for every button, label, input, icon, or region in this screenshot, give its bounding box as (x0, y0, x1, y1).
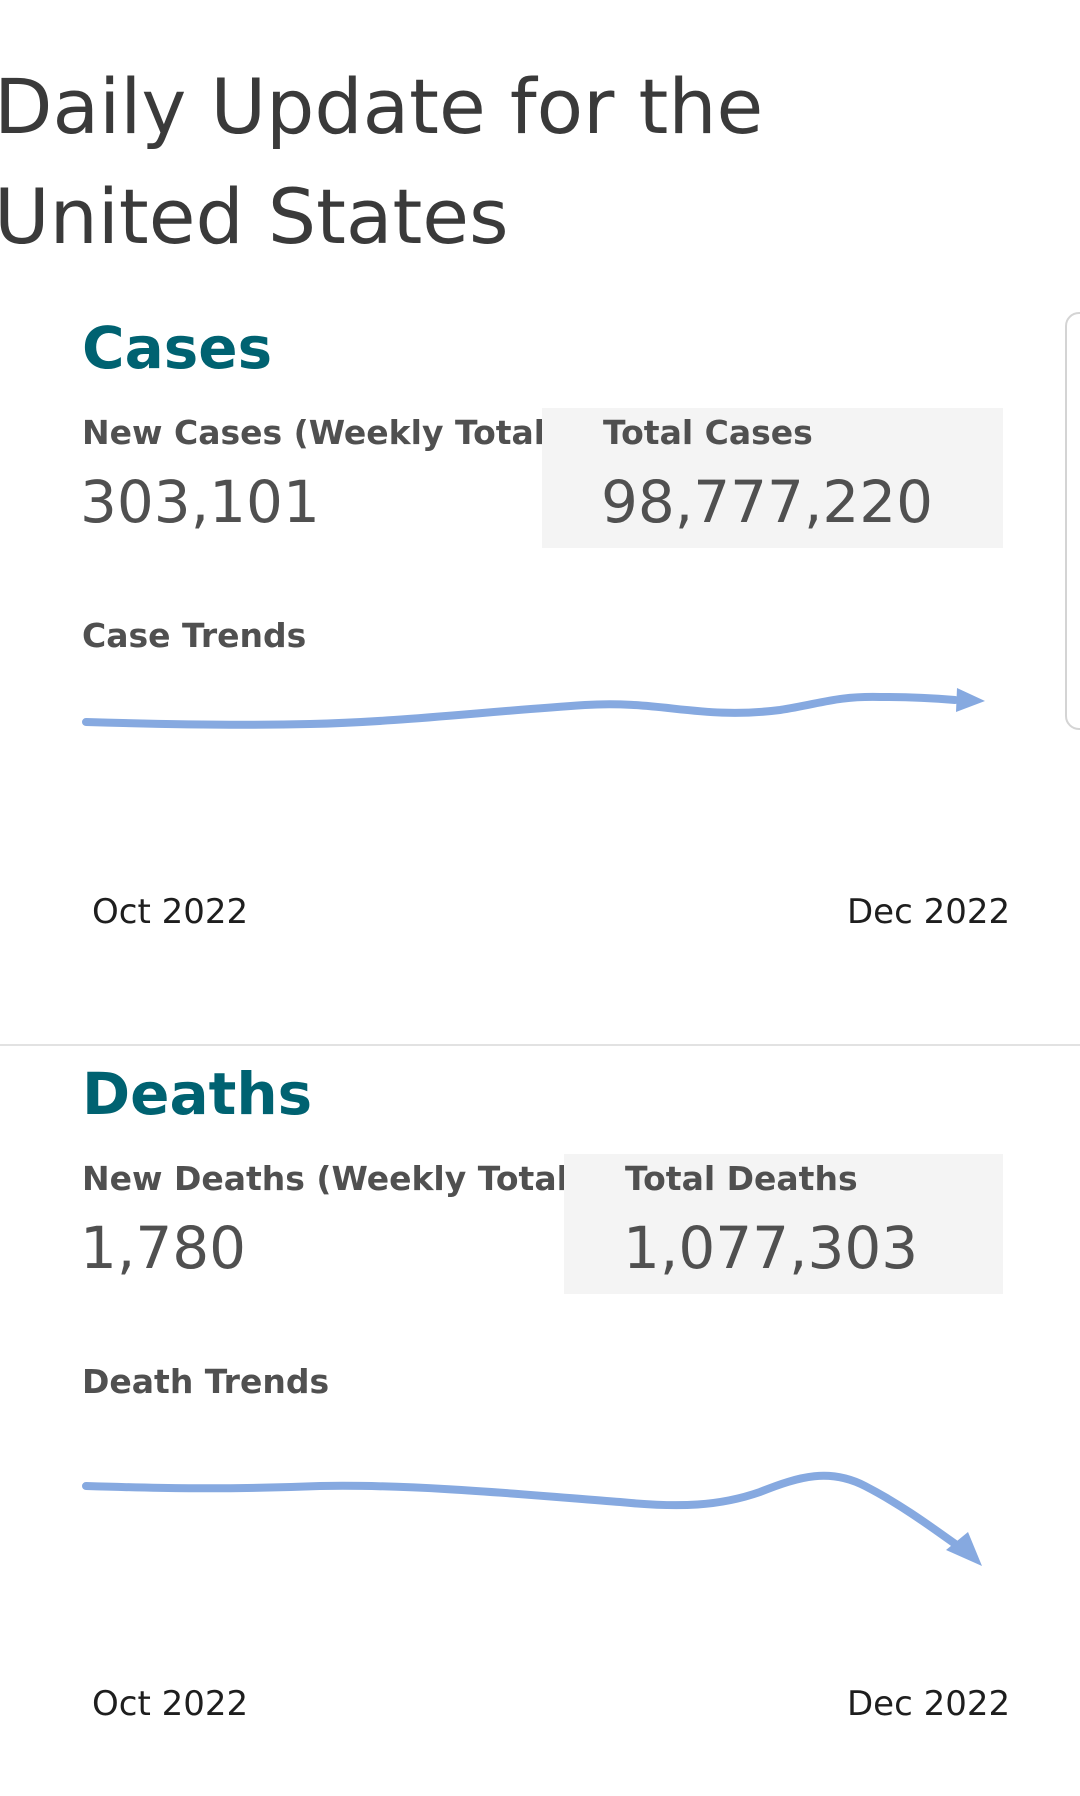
new-deaths-label: New Deaths (Weekly Total) (82, 1159, 583, 1198)
cases-section: Cases New Cases (Weekly Total) 303,101 T… (0, 300, 1080, 1042)
death-trend-line (82, 1471, 962, 1550)
total-cases-value: 98,777,220 (601, 468, 934, 536)
page-title: Daily Update for the United States (0, 62, 764, 261)
case-axis-start: Oct 2022 (92, 892, 249, 932)
case-trends-title: Case Trends (82, 616, 307, 655)
death-axis-start: Oct 2022 (92, 1684, 249, 1724)
new-cases-label: New Cases (Weekly Total) (82, 413, 561, 452)
total-cases-box: Total Cases 98,777,220 (542, 408, 1003, 548)
deaths-section: Deaths New Deaths (Weekly Total) 1,780 T… (0, 1046, 1080, 1796)
case-trend-line (82, 692, 959, 729)
case-trend-chart (82, 688, 985, 729)
total-deaths-value: 1,077,303 (623, 1214, 919, 1282)
case-trend-arrow (956, 688, 985, 712)
total-cases-label: Total Cases (603, 413, 813, 452)
total-deaths-label: Total Deaths (625, 1159, 858, 1198)
new-cases-value: 303,101 (80, 468, 320, 536)
total-deaths-box: Total Deaths 1,077,303 (564, 1154, 1003, 1294)
death-trend-chart (82, 1471, 982, 1566)
deaths-heading: Deaths (82, 1060, 313, 1128)
death-trend-arrow (946, 1532, 982, 1566)
death-trends-title: Death Trends (82, 1362, 330, 1401)
section-divider (0, 1044, 1080, 1046)
cases-heading: Cases (82, 314, 273, 382)
case-axis-end: Dec 2022 (847, 892, 1011, 932)
new-deaths-value: 1,780 (80, 1214, 247, 1282)
death-axis-end: Dec 2022 (847, 1684, 1011, 1724)
